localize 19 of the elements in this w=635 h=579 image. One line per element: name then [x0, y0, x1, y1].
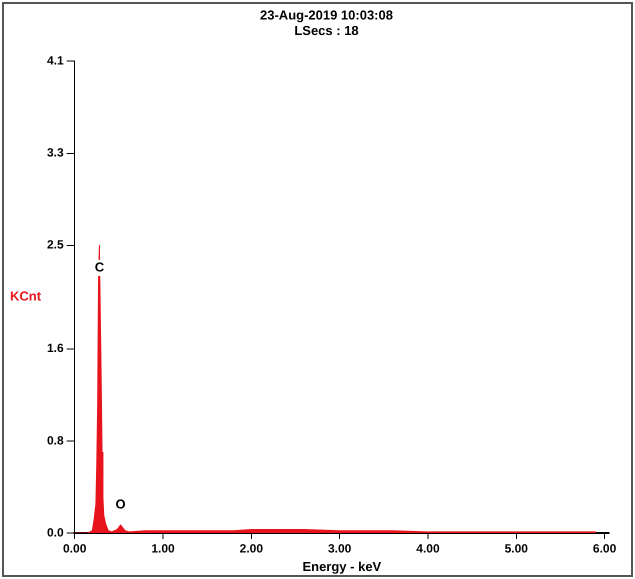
y-tick-label: 1.6 — [46, 341, 64, 356]
annotation: C — [94, 259, 105, 274]
y-axis-title: KCnt — [10, 288, 42, 304]
x-tick-label: 0.00 — [63, 542, 87, 556]
y-tick-label: 4.1 — [46, 54, 64, 68]
x-axis-title: Energy - keV — [302, 558, 382, 574]
y-tick-label: 0.8 — [46, 433, 64, 448]
y-tick-label: 0.0 — [46, 525, 64, 540]
x-tick-label: 4.00 — [416, 542, 440, 556]
x-tick-label: 1.00 — [151, 542, 175, 556]
chart-subtitle: LSecs : 18 — [294, 22, 359, 38]
y-tick-label: 3.3 — [46, 146, 64, 160]
x-tick-label: 2.00 — [240, 542, 264, 556]
x-tick-label: 6.00 — [592, 542, 617, 556]
x-tick-label: 3.00 — [328, 542, 352, 556]
annotation: O — [116, 496, 126, 512]
x-tick-label: 5.00 — [504, 542, 528, 556]
chart-title: 23-Aug-2019 10:03:08 — [260, 7, 393, 22]
y-tick-label: 2.5 — [46, 238, 64, 252]
